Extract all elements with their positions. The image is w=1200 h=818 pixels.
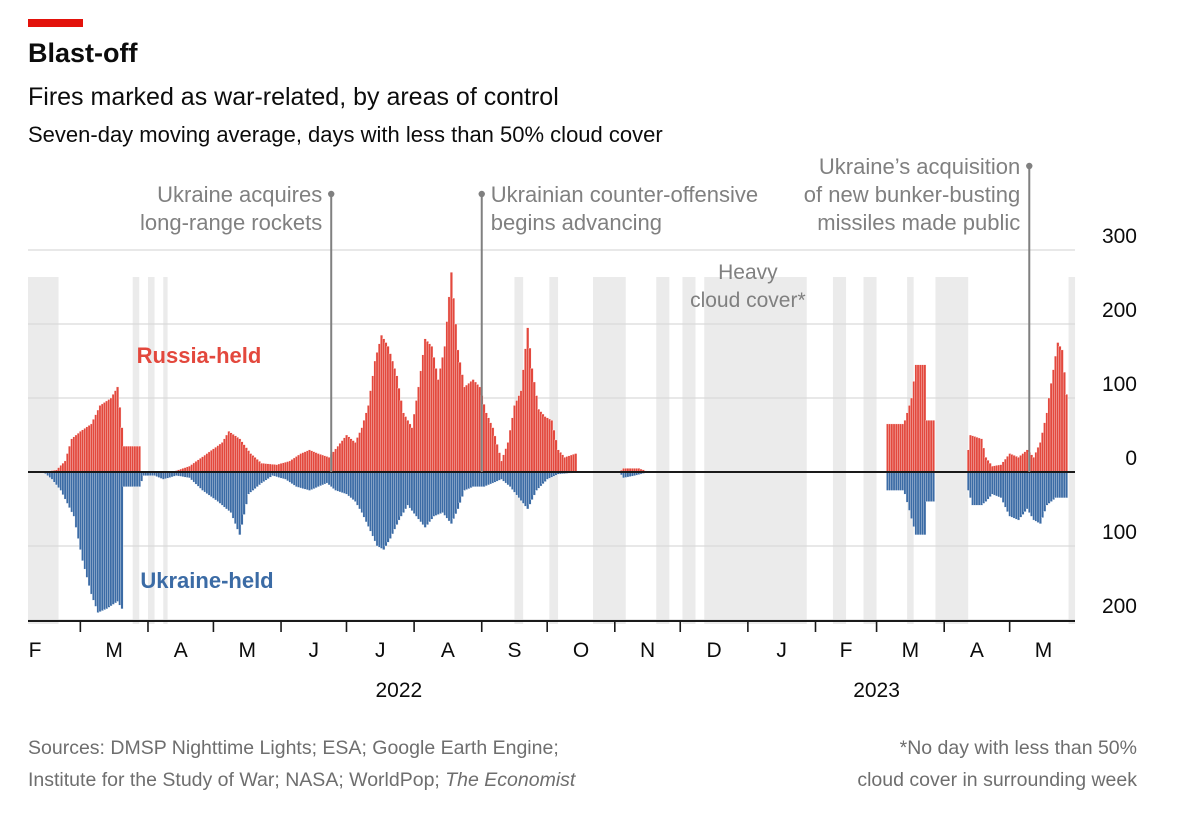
y-tick-label-0: 300	[1102, 225, 1137, 248]
cloud-shade-11	[863, 277, 877, 624]
x-month-label-15: M	[1035, 639, 1053, 662]
x-month-label-2: A	[174, 639, 188, 662]
x-month-label-6: A	[441, 639, 455, 662]
bar-0-408	[932, 420, 935, 473]
source-line-2: Institute for the Study of War; NASA; Wo…	[28, 764, 575, 796]
annotation-missiles-line-1: of new bunker-busting	[804, 182, 1020, 207]
source-line-1: Sources: DMSP Nighttime Lights; ESA; Goo…	[28, 737, 559, 759]
annotation-missiles-line-0: Ukraine’s acquisition	[819, 154, 1020, 179]
chart-title: Blast-off	[28, 38, 138, 68]
series-label-0: Russia-held	[137, 343, 262, 368]
bar-1-469	[1065, 471, 1068, 499]
cloud-shade-9	[704, 277, 807, 624]
bar-1-36	[120, 471, 124, 610]
footnote: *No day with less than 50% cloud cover i…	[857, 732, 1137, 796]
y-tick-label-4: 100	[1102, 521, 1137, 544]
x-month-label-12: F	[840, 639, 853, 662]
footnote-line-2: cloud cover in surrounding week	[857, 769, 1137, 791]
cloud-note-line-1: cloud cover*	[690, 289, 806, 312]
x-month-label-14: A	[970, 639, 984, 662]
bars-layer	[44, 272, 1068, 613]
cloud-shade-6	[592, 277, 626, 624]
source-note: Sources: DMSP Nighttime Lights; ESA; Goo…	[28, 732, 575, 796]
cloud-note-line-0: Heavy	[718, 261, 778, 284]
x-month-label-1: M	[105, 639, 123, 662]
source-publisher: The Economist	[445, 769, 576, 791]
annotations-layer: Ukraine acquires long-range rockets Ukrain…	[137, 154, 1033, 593]
y-tick-label-1: 200	[1102, 299, 1137, 322]
x-month-label-8: O	[573, 639, 589, 662]
x-month-label-0: F	[29, 639, 42, 662]
cloud-shade-0	[28, 277, 59, 624]
cloud-shade-2	[147, 277, 155, 624]
x-year-label-1: 2023	[853, 679, 900, 702]
annotation-rockets-line-0: Ukraine acquires	[157, 182, 322, 207]
x-month-label-10: D	[706, 639, 721, 662]
bar-1-408	[932, 471, 935, 502]
series-russia-held	[44, 272, 1068, 473]
axes-layer: 300 200 100 0 100 200 F M A M J J A S O N D J F M A M 2022 2023	[28, 225, 1137, 702]
chart-description: Seven-day moving average, days with less…	[28, 122, 663, 147]
x-month-label-3: M	[238, 639, 256, 662]
annotation-counter-line-1: begins advancing	[491, 210, 662, 235]
y-tick-label-3: 0	[1125, 447, 1137, 470]
bar-0-44	[137, 445, 141, 473]
series-label-1: Ukraine-held	[140, 568, 273, 593]
cloud-shade-13	[935, 277, 969, 624]
cloud-shade-8	[682, 277, 696, 624]
cloud-shade-10	[832, 277, 847, 624]
cloud-shade-14	[1068, 277, 1076, 624]
x-month-label-7: S	[507, 639, 521, 662]
x-month-label-11: J	[776, 639, 787, 662]
cloud-shade-7	[656, 277, 670, 624]
annotation-missiles-line-2: missiles made public	[817, 210, 1020, 235]
annotation-dot-rockets	[328, 190, 335, 198]
x-month-label-13: M	[902, 639, 920, 662]
annotation-rockets-line-1: long-range rockets	[140, 210, 322, 235]
footnote-line-1: *No day with less than 50%	[899, 737, 1137, 759]
annotation-counter-line-0: Ukrainian counter-offensive	[491, 182, 758, 207]
chart-subtitle: Fires marked as war-related, by areas of…	[28, 83, 559, 111]
x-month-label-4: J	[309, 639, 320, 662]
annotation-dot-counter	[478, 190, 485, 198]
source-line-2-text: Institute for the Study of War; NASA; Wo…	[28, 769, 446, 791]
brand-accent-bar	[28, 19, 83, 27]
cloud-shade-3	[163, 277, 168, 624]
annotation-dot-missiles	[1026, 162, 1033, 170]
series-ukraine-held	[44, 471, 1068, 613]
x-month-label-9: N	[640, 639, 655, 662]
bar-0-244	[574, 453, 578, 473]
x-year-label-0: 2022	[375, 679, 422, 702]
bar-0-469	[1065, 394, 1068, 473]
y-tick-label-2: 100	[1102, 373, 1137, 396]
x-month-label-5: J	[375, 639, 386, 662]
y-tick-label-5: 200	[1102, 595, 1137, 618]
